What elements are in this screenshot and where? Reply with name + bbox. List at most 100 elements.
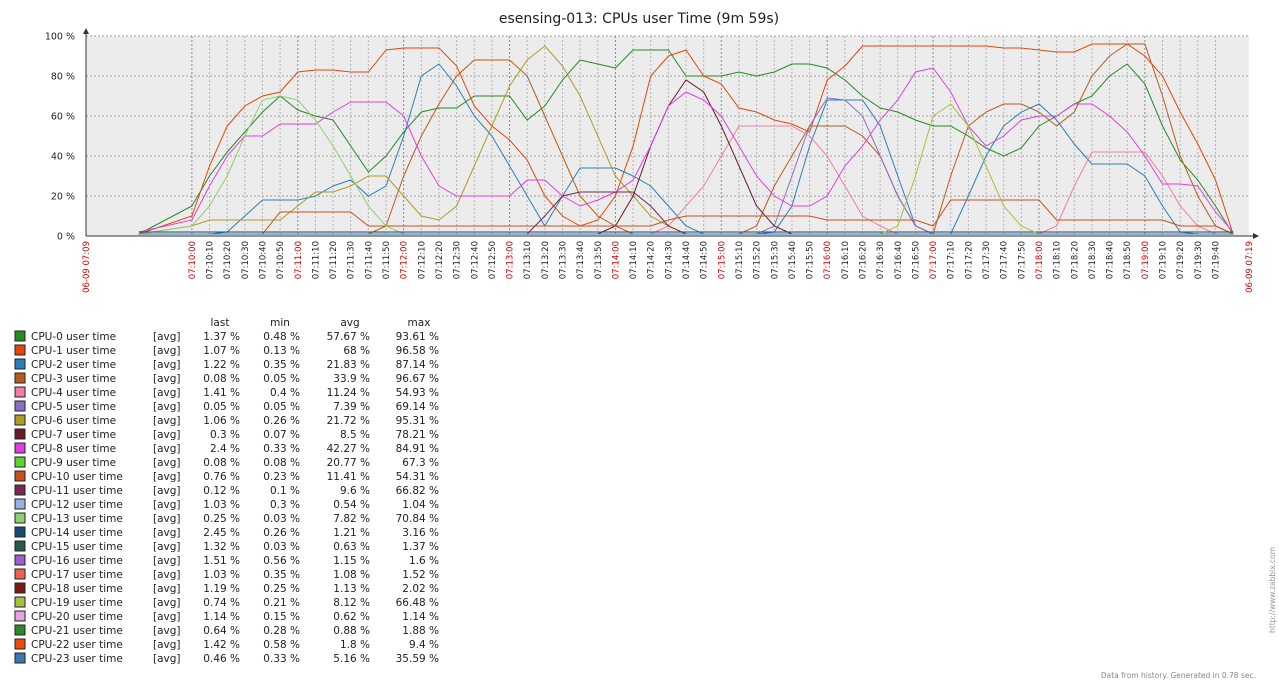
legend-value-min: 0.05 %	[263, 401, 300, 413]
legend-value-max: 87.14 %	[396, 359, 439, 371]
legend-value-max: 1.6 %	[409, 555, 439, 567]
legend-value-avg: 9.6 %	[340, 485, 370, 497]
legend-value-min: 0.21 %	[263, 597, 300, 609]
legend-series-name: CPU-17 user time	[31, 569, 123, 581]
y-axis-arrow	[83, 28, 89, 34]
legend-value-min: 0.1 %	[270, 485, 300, 497]
x-tick-label: 07:19:20	[1176, 241, 1186, 279]
legend-value-min: 0.35 %	[263, 569, 300, 581]
legend-series-name: CPU-14 user time	[31, 527, 123, 539]
legend-value-max: 69.14 %	[396, 401, 439, 413]
legend-swatch	[14, 610, 26, 622]
legend-swatch	[14, 652, 26, 664]
legend-value-last: 1.22 %	[203, 359, 240, 371]
legend-aggregation: [avg]	[153, 345, 181, 357]
legend-value-max: 54.93 %	[396, 387, 439, 399]
x-tick-label: 07:11:20	[329, 241, 339, 279]
legend-swatch	[14, 456, 26, 468]
legend-swatch	[14, 344, 26, 356]
legend-series-name: CPU-18 user time	[31, 583, 123, 595]
legend-value-max: 67.3 %	[402, 457, 439, 469]
legend-value-min: 0.13 %	[263, 345, 300, 357]
y-tick-label: 60 %	[51, 112, 75, 123]
chart-title: esensing-013: CPUs user Time (9m 59s)	[499, 11, 779, 27]
legend-value-min: 0.35 %	[263, 359, 300, 371]
legend-value-min: 0.4 %	[270, 387, 300, 399]
x-tick-label: 07:13:20	[541, 241, 551, 279]
legend-series-name: CPU-4 user time	[31, 387, 116, 399]
legend-value-min: 0.03 %	[263, 513, 300, 525]
legend-value-last: 0.08 %	[203, 457, 240, 469]
legend-aggregation: [avg]	[153, 443, 181, 455]
x-tick-label: 07:17:20	[964, 241, 974, 279]
legend-value-max: 96.67 %	[396, 373, 439, 385]
legend-aggregation: [avg]	[153, 457, 181, 469]
x-tick-label: 07:16:10	[841, 241, 851, 279]
legend-header-max: max	[408, 317, 431, 329]
legend-series-name: CPU-16 user time	[31, 555, 123, 567]
legend-value-avg: 21.72 %	[327, 415, 370, 427]
x-tick-label: 07:17:10	[947, 241, 957, 279]
legend-aggregation: [avg]	[153, 611, 181, 623]
x-tick-label: 07:10:30	[241, 241, 251, 279]
legend-value-last: 1.42 %	[203, 639, 240, 651]
legend-value-avg: 21.83 %	[327, 359, 370, 371]
legend-series-name: CPU-11 user time	[31, 485, 123, 497]
legend-value-last: 0.05 %	[203, 401, 240, 413]
x-tick-label: 07:15:20	[753, 241, 763, 279]
legend-value-max: 35.59 %	[396, 653, 439, 665]
x-tick-label: 07:10:00	[188, 241, 198, 279]
x-tick-label: 07:14:30	[664, 241, 674, 279]
legend-value-avg: 1.08 %	[333, 569, 370, 581]
legend-value-max: 9.4 %	[409, 639, 439, 651]
x-tick-label: 07:19:40	[1211, 241, 1221, 279]
x-tick-label: 07:15:40	[788, 241, 798, 279]
x-tick-label: 07:10:10	[206, 241, 216, 279]
legend-aggregation: [avg]	[153, 331, 181, 343]
x-tick-label: 07:19:10	[1159, 241, 1169, 279]
legend-value-last: 0.3 %	[210, 429, 240, 441]
legend-aggregation: [avg]	[153, 653, 181, 665]
x-tick-label: 07:18:20	[1070, 241, 1080, 279]
legend-value-avg: 0.54 %	[333, 499, 370, 511]
legend-swatch	[14, 414, 26, 426]
legend: last min avg max CPU-0 user time [avg] 1.37 % 0…	[14, 317, 439, 665]
legend-aggregation: [avg]	[153, 513, 181, 525]
legend-aggregation: [avg]	[153, 415, 181, 427]
x-tick-label: 07:11:10	[311, 241, 321, 279]
legend-series-name: CPU-23 user time	[31, 653, 123, 665]
legend-value-avg: 1.8 %	[340, 639, 370, 651]
x-tick-label: 07:15:00	[717, 241, 727, 279]
legend-series-name: CPU-8 user time	[31, 443, 116, 455]
legend-value-max: 95.31 %	[396, 415, 439, 427]
legend-value-max: 84.91 %	[396, 443, 439, 455]
legend-swatch	[14, 372, 26, 384]
legend-value-avg: 7.39 %	[333, 401, 370, 413]
legend-value-last: 1.19 %	[203, 583, 240, 595]
legend-value-last: 1.03 %	[203, 569, 240, 581]
legend-value-last: 1.37 %	[203, 331, 240, 343]
legend-series-name: CPU-1 user time	[31, 345, 116, 357]
legend-header-min: min	[270, 317, 290, 329]
legend-value-max: 66.48 %	[396, 597, 439, 609]
legend-value-max: 78.21 %	[396, 429, 439, 441]
legend-value-avg: 0.88 %	[333, 625, 370, 637]
legend-aggregation: [avg]	[153, 401, 181, 413]
y-tick-label: 100 %	[45, 32, 75, 43]
x-tick-label: 07:11:40	[364, 241, 374, 279]
legend-swatch	[14, 554, 26, 566]
legend-value-min: 0.08 %	[263, 457, 300, 469]
legend-value-last: 0.64 %	[203, 625, 240, 637]
legend-value-max: 66.82 %	[396, 485, 439, 497]
legend-swatch	[14, 568, 26, 580]
legend-swatch	[14, 512, 26, 524]
legend-series-name: CPU-22 user time	[31, 639, 123, 651]
legend-value-avg: 68 %	[343, 345, 370, 357]
y-tick-label: 20 %	[51, 192, 75, 203]
legend-value-last: 0.08 %	[203, 373, 240, 385]
legend-value-min: 0.05 %	[263, 373, 300, 385]
x-tick-label: 07:16:40	[894, 241, 904, 279]
y-axis-tick-labels: 0 % 20 % 40 % 60 % 80 % 100 %	[45, 32, 75, 243]
legend-value-avg: 8.5 %	[340, 429, 370, 441]
